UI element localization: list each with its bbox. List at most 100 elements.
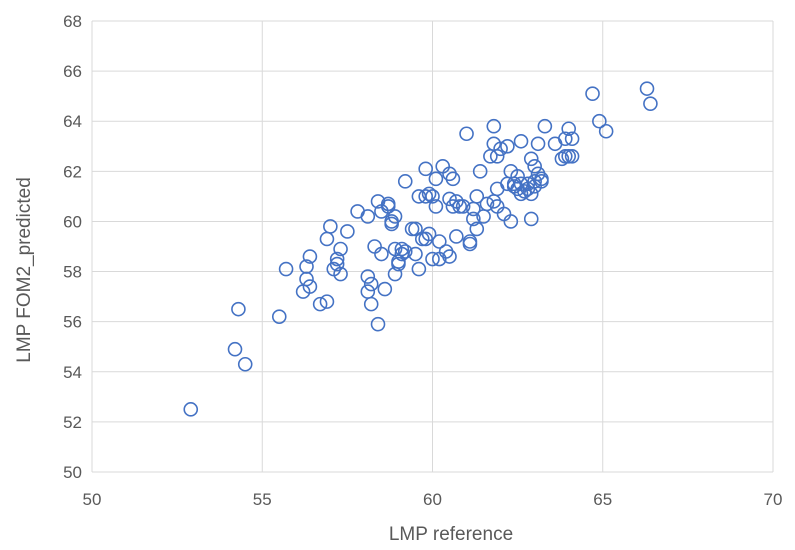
data-point — [530, 136, 546, 152]
data-point — [333, 241, 348, 257]
data-point — [564, 149, 580, 164]
data-point — [302, 249, 318, 264]
y-axis-title: LMP FOM2_predicted — [14, 177, 35, 363]
data-point — [452, 199, 468, 214]
x-tick-label: 50 — [83, 490, 102, 509]
data-point — [299, 259, 314, 274]
data-point — [363, 276, 379, 292]
data-point — [397, 244, 413, 259]
data-point — [374, 246, 389, 262]
data-point — [557, 131, 573, 147]
data-point — [527, 174, 542, 189]
data-point — [523, 151, 539, 167]
data-point — [557, 149, 573, 164]
data-point — [445, 171, 461, 187]
data-point — [564, 131, 580, 147]
data-point — [363, 296, 379, 312]
data-point — [493, 141, 508, 157]
data-point — [527, 159, 542, 174]
data-point — [333, 266, 348, 282]
data-point — [469, 189, 485, 204]
data-point — [554, 151, 570, 167]
data-point — [598, 123, 614, 139]
data-point — [428, 199, 444, 214]
data-point — [350, 204, 365, 219]
data-point — [585, 86, 600, 101]
data-point — [472, 164, 488, 179]
data-point — [394, 241, 410, 257]
data-point — [411, 261, 427, 277]
y-tick-label: 54 — [63, 363, 82, 382]
data-point — [302, 279, 318, 294]
data-point — [340, 224, 355, 239]
data-point — [520, 176, 536, 192]
data-point — [639, 81, 655, 96]
y-tick-label: 52 — [63, 413, 82, 432]
data-point — [387, 209, 403, 224]
data-point — [421, 226, 437, 242]
data-point — [489, 149, 505, 164]
data-point — [523, 211, 539, 227]
data-point — [418, 189, 433, 204]
data-point — [455, 199, 471, 214]
data-points — [183, 81, 658, 417]
y-tick-label: 64 — [63, 112, 82, 131]
x-tick-label: 55 — [253, 490, 272, 509]
data-point — [459, 126, 474, 142]
data-point — [513, 133, 529, 149]
data-point — [299, 271, 314, 287]
data-point — [271, 309, 287, 324]
data-point — [496, 206, 512, 222]
data-point — [323, 219, 338, 234]
data-point — [489, 181, 505, 197]
data-point — [428, 171, 444, 187]
data-point — [469, 221, 485, 237]
data-point — [503, 214, 519, 229]
y-tick-label: 58 — [63, 263, 82, 282]
data-point — [408, 221, 423, 237]
data-point — [227, 341, 243, 357]
data-point — [421, 186, 437, 202]
data-point — [643, 96, 658, 111]
data-point — [418, 161, 433, 177]
data-point — [408, 246, 423, 262]
data-point — [319, 231, 335, 247]
data-point — [486, 118, 502, 134]
data-point — [442, 191, 457, 207]
data-point — [319, 294, 335, 309]
x-tick-label: 65 — [593, 490, 612, 509]
y-tick-label: 50 — [63, 463, 82, 482]
data-point — [231, 301, 246, 317]
data-point — [462, 234, 478, 249]
data-point — [370, 316, 386, 332]
data-point — [183, 402, 199, 417]
data-point — [377, 281, 393, 297]
data-point — [404, 221, 420, 237]
data-point — [360, 209, 376, 224]
data-point — [479, 196, 495, 212]
y-tick-label: 66 — [63, 62, 82, 81]
data-point — [425, 189, 440, 204]
data-point — [360, 284, 376, 299]
data-point — [329, 256, 345, 272]
data-point — [442, 249, 457, 264]
y-tick-label: 62 — [63, 162, 82, 181]
tick-labels: 50 52 54 56 58 60 62 64 66 68 50 55 60 65 70 — [63, 12, 782, 509]
data-point — [500, 138, 515, 154]
data-point — [397, 174, 413, 189]
data-point — [432, 234, 447, 249]
data-point — [360, 269, 376, 284]
data-point — [466, 211, 481, 227]
data-point — [537, 118, 553, 134]
data-point — [534, 174, 549, 189]
data-point — [425, 251, 440, 267]
data-point — [449, 229, 464, 244]
data-point — [561, 149, 577, 164]
x-axis-title: LMP reference — [389, 524, 513, 545]
data-point — [312, 296, 328, 312]
y-tick-label: 60 — [63, 212, 82, 231]
data-point — [278, 261, 294, 277]
data-point — [237, 356, 253, 372]
x-tick-label: 70 — [764, 490, 783, 509]
